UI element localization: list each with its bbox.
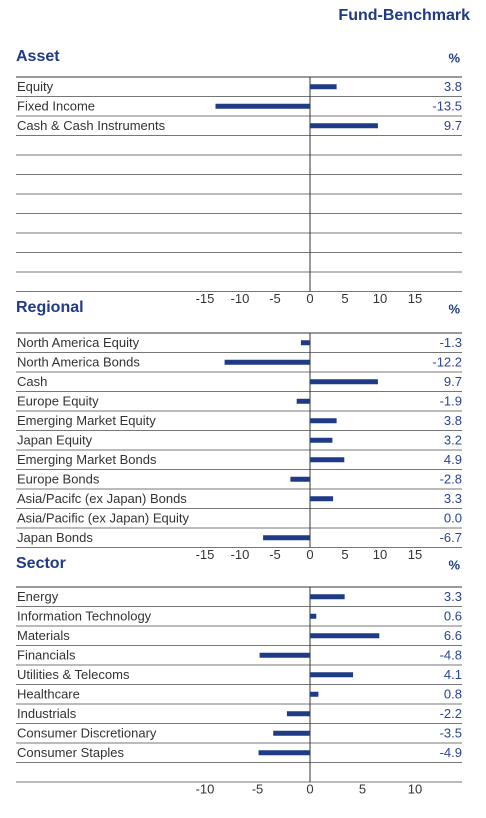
x-tick-label: -5 <box>269 291 281 306</box>
category-label: Emerging Market Equity <box>17 413 156 428</box>
category-label: Japan Equity <box>17 433 93 448</box>
value-label: -1.9 <box>440 394 462 409</box>
x-tick-label: 10 <box>408 781 422 796</box>
value-label: 9.7 <box>444 118 462 133</box>
category-label: Asia/Pacifc (ex Japan) Bonds <box>17 491 187 506</box>
x-tick-label: -15 <box>196 547 215 562</box>
category-label: Information Technology <box>17 609 152 624</box>
bar <box>310 633 380 639</box>
value-label: -4.8 <box>440 648 462 663</box>
category-label: Healthcare <box>17 687 80 702</box>
panel-title: Asset <box>16 48 60 65</box>
value-label: 3.2 <box>444 433 462 448</box>
x-tick-label: 5 <box>359 781 366 796</box>
category-label: Energy <box>17 589 59 604</box>
category-label: North America Bonds <box>17 355 140 370</box>
category-label: Cash <box>17 374 47 389</box>
category-label: Asia/Pacific (ex Japan) Equity <box>17 511 189 526</box>
category-label: Industrials <box>17 706 77 721</box>
category-label: Emerging Market Bonds <box>17 452 157 467</box>
bar <box>310 123 378 129</box>
bar <box>215 103 310 109</box>
value-label: 3.3 <box>444 491 462 506</box>
x-tick-label: 0 <box>306 781 313 796</box>
x-tick-label: -10 <box>231 291 250 306</box>
category-label: Europe Bonds <box>17 472 100 487</box>
panel-title: Sector <box>16 555 66 572</box>
category-label: Utilities & Telecoms <box>17 667 130 682</box>
category-label: Materials <box>17 628 70 643</box>
category-label: Europe Equity <box>17 394 99 409</box>
bar <box>310 672 354 678</box>
value-label: 4.9 <box>444 452 462 467</box>
x-tick-label: -5 <box>252 781 264 796</box>
value-label: -3.5 <box>440 726 462 741</box>
bar <box>310 594 345 600</box>
x-tick-label: 0 <box>306 547 313 562</box>
category-label: Japan Bonds <box>17 530 93 545</box>
value-label: -13.5 <box>432 99 462 114</box>
value-label: 3.3 <box>444 589 462 604</box>
x-tick-label: 15 <box>408 291 422 306</box>
category-label: Consumer Staples <box>17 745 124 760</box>
value-label: 0.6 <box>444 609 462 624</box>
bar <box>310 418 337 424</box>
bar <box>310 437 333 443</box>
value-label: 0.8 <box>444 687 462 702</box>
bar <box>310 613 317 619</box>
x-tick-label: -5 <box>269 547 281 562</box>
x-tick-label: 10 <box>373 547 387 562</box>
x-tick-label: -15 <box>196 291 215 306</box>
x-tick-label: 5 <box>341 291 348 306</box>
bar <box>259 652 310 658</box>
x-tick-label: 0 <box>306 291 313 306</box>
value-label: -4.9 <box>440 745 462 760</box>
value-label: 4.1 <box>444 667 462 682</box>
value-label: 6.6 <box>444 628 462 643</box>
value-label: -6.7 <box>440 530 462 545</box>
panel-title: Regional <box>16 299 84 316</box>
x-tick-label: -10 <box>231 547 250 562</box>
x-tick-label: 5 <box>341 547 348 562</box>
x-tick-label: -10 <box>196 781 215 796</box>
bar <box>300 340 310 346</box>
value-label: -2.8 <box>440 472 462 487</box>
category-label: Cash & Cash Instruments <box>17 118 166 133</box>
x-tick-label: 10 <box>373 291 387 306</box>
x-tick-label: 15 <box>408 547 422 562</box>
value-label: 0.0 <box>444 511 462 526</box>
category-label: Fixed Income <box>17 99 95 114</box>
bar <box>258 750 310 756</box>
bar <box>310 457 345 463</box>
unit-label: % <box>448 50 460 65</box>
bar <box>224 359 310 365</box>
value-label: -12.2 <box>432 355 462 370</box>
value-label: 3.8 <box>444 413 462 428</box>
unit-label: % <box>448 301 460 316</box>
bar <box>273 730 310 736</box>
category-label: Equity <box>17 79 54 94</box>
bar <box>310 691 319 697</box>
bar <box>286 711 310 717</box>
bar <box>263 535 310 541</box>
bar <box>310 84 337 90</box>
category-label: Consumer Discretionary <box>17 726 157 741</box>
value-label: 9.7 <box>444 374 462 389</box>
bar <box>310 496 334 502</box>
bar <box>310 379 378 385</box>
value-label: -1.3 <box>440 335 462 350</box>
category-label: Financials <box>17 648 76 663</box>
category-label: North America Equity <box>17 335 140 350</box>
bar <box>290 476 310 482</box>
bar <box>296 398 310 404</box>
unit-label: % <box>448 557 460 572</box>
value-label: -2.2 <box>440 706 462 721</box>
value-label: 3.8 <box>444 79 462 94</box>
header-title: Fund-Benchmark <box>338 7 470 24</box>
